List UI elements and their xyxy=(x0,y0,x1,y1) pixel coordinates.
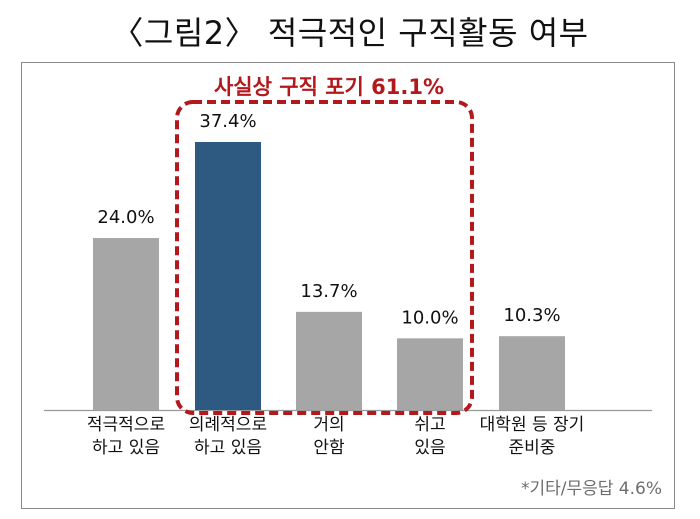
group-highlight-box xyxy=(175,100,474,415)
category-label-4: 대학원 등 장기 준비중 xyxy=(479,415,585,458)
category-label-0: 적극적으로 하고 있음 xyxy=(86,415,166,458)
chart-title: 〈그림2〉 적극적인 구직활동 여부 xyxy=(111,14,589,52)
data-label-2: 13.7% xyxy=(300,281,357,302)
data-label-0: 24.0% xyxy=(97,207,154,228)
bar-0 xyxy=(93,238,159,410)
data-label-4: 10.3% xyxy=(503,305,560,326)
data-label-1: 37.4% xyxy=(199,111,256,132)
bar-2 xyxy=(296,311,362,410)
bar-1 xyxy=(195,142,261,410)
group-annotation: 사실상 구직 포기 61.1% xyxy=(214,75,444,99)
bar-3 xyxy=(397,338,463,410)
data-label-3: 10.0% xyxy=(401,307,458,328)
category-label-1: 의례적으로 하고 있음 xyxy=(188,415,268,458)
footnote: *기타/무응답 4.6% xyxy=(520,479,662,499)
bar-4 xyxy=(499,336,565,410)
category-label-3: 쉬고 있음 xyxy=(414,415,446,458)
category-label-2: 거의 안함 xyxy=(313,415,345,458)
chart-frame xyxy=(21,62,675,509)
